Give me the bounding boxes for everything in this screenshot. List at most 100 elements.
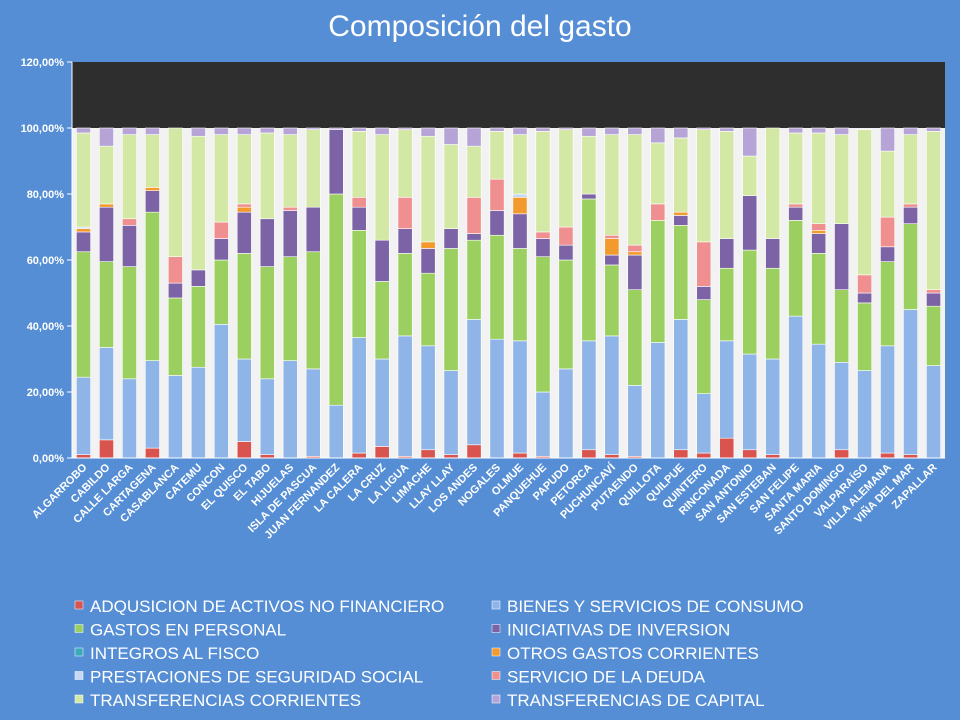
bar-segment xyxy=(535,231,551,239)
bar-segment xyxy=(604,254,620,266)
bar-segment xyxy=(374,134,390,241)
legend-label: INICIATIVAS DE INVERSION xyxy=(507,621,730,640)
bar-segment xyxy=(144,360,160,449)
bar-segment xyxy=(144,134,160,188)
bar-segment xyxy=(397,129,413,198)
bar-segment xyxy=(167,282,183,299)
bar-segment xyxy=(466,239,482,320)
legend-label: SERVICIO DE LA DEUDA xyxy=(507,668,706,687)
bar-segment xyxy=(305,251,321,370)
bar-segment xyxy=(696,299,712,394)
legend-swatch xyxy=(491,647,501,657)
bar-segment xyxy=(834,127,850,135)
bar-segment xyxy=(742,127,758,157)
legend-label: ADQUSICION DE ACTIVOS NO FINANCIERO xyxy=(90,597,444,616)
bar-segment xyxy=(99,145,114,205)
bar-segment xyxy=(765,358,781,455)
bar-segment xyxy=(213,259,229,325)
bar-segment xyxy=(305,368,321,457)
bar-segment xyxy=(581,127,597,137)
bar-segment xyxy=(397,127,413,130)
bar-segment xyxy=(512,452,528,459)
bar-segment xyxy=(535,131,551,233)
bar-segment xyxy=(328,404,344,459)
bar-segment xyxy=(282,210,298,258)
legend: ADQUSICION DE ACTIVOS NO FINANCIERO BIENE… xyxy=(74,597,804,710)
bar-segment xyxy=(558,127,574,130)
legend-label: GASTOS EN PERSONAL xyxy=(90,621,286,640)
bar-segment xyxy=(466,233,482,241)
bar-segment xyxy=(673,215,689,226)
bar-segment xyxy=(466,197,482,234)
bar-segment xyxy=(76,231,91,253)
bar-segment xyxy=(857,274,873,294)
bar-segment xyxy=(122,127,137,135)
legend-swatch xyxy=(74,624,84,633)
bar-segment xyxy=(443,228,459,249)
bar-segment xyxy=(190,366,206,459)
bar-segment xyxy=(351,197,367,208)
bar-segment xyxy=(76,228,91,233)
bar-segment xyxy=(122,134,137,220)
bar-segment xyxy=(673,449,689,459)
bar-segment xyxy=(512,193,528,198)
bar-segment xyxy=(305,206,321,253)
y-tick-label: 0,00% xyxy=(33,453,64,465)
y-axis: 0,00% 20,00% 40,00% 60,00% 80,00% 100,00% 120,… xyxy=(21,57,73,465)
bar-segment xyxy=(604,134,620,236)
bar-segment xyxy=(122,218,137,226)
legend-swatch xyxy=(74,600,84,610)
bar-segment xyxy=(122,378,137,459)
bar-segment xyxy=(282,206,298,211)
bar-segment xyxy=(650,342,666,459)
bar-segment xyxy=(673,225,689,320)
bar-segment xyxy=(489,127,505,132)
bar-segment xyxy=(880,127,895,152)
legend-swatch xyxy=(491,600,501,610)
bar-segment xyxy=(190,127,206,137)
bar-segment xyxy=(788,132,804,205)
bar-segment xyxy=(213,134,229,223)
bar-segment xyxy=(673,137,689,213)
bar-segment xyxy=(811,223,827,231)
bar-segment xyxy=(259,378,275,455)
bar-segment xyxy=(857,370,873,459)
bar-segment xyxy=(880,452,895,459)
bar-segment xyxy=(926,289,941,294)
bar-segment xyxy=(420,272,436,347)
bar-segment xyxy=(420,248,436,274)
bar-segment xyxy=(742,155,758,196)
bar-segment xyxy=(719,131,735,239)
bar-segment xyxy=(512,134,528,195)
bar-segment xyxy=(811,132,827,224)
bar-segment xyxy=(282,127,298,135)
bar-segment xyxy=(604,238,620,256)
bar-segment xyxy=(903,223,918,310)
legend-swatch xyxy=(491,671,501,680)
bar-segment xyxy=(673,319,689,451)
bar-segment xyxy=(122,225,137,267)
bar-segment xyxy=(926,127,941,132)
legend-label: TRANSFERENCIAS CORRIENTES xyxy=(90,691,361,710)
bar-segment xyxy=(259,266,275,380)
bar-segment xyxy=(903,134,918,205)
bar-segment xyxy=(696,393,712,454)
bar-segment xyxy=(742,195,758,251)
y-tick-label: 60,00% xyxy=(27,255,65,267)
bar-segment xyxy=(144,211,160,361)
legend-swatch xyxy=(74,671,84,680)
bar-segment xyxy=(76,251,91,378)
bar-segment xyxy=(627,251,643,256)
bar-segment xyxy=(903,309,918,455)
bar-segment xyxy=(99,206,114,262)
bar-segment xyxy=(765,267,781,360)
bar-segment xyxy=(397,253,413,337)
bars xyxy=(76,127,941,459)
bar-segment xyxy=(765,127,781,239)
plot-top-band xyxy=(72,62,945,128)
bar-segment xyxy=(397,228,413,254)
bar-segment xyxy=(788,206,804,221)
bar-segment xyxy=(259,132,275,220)
